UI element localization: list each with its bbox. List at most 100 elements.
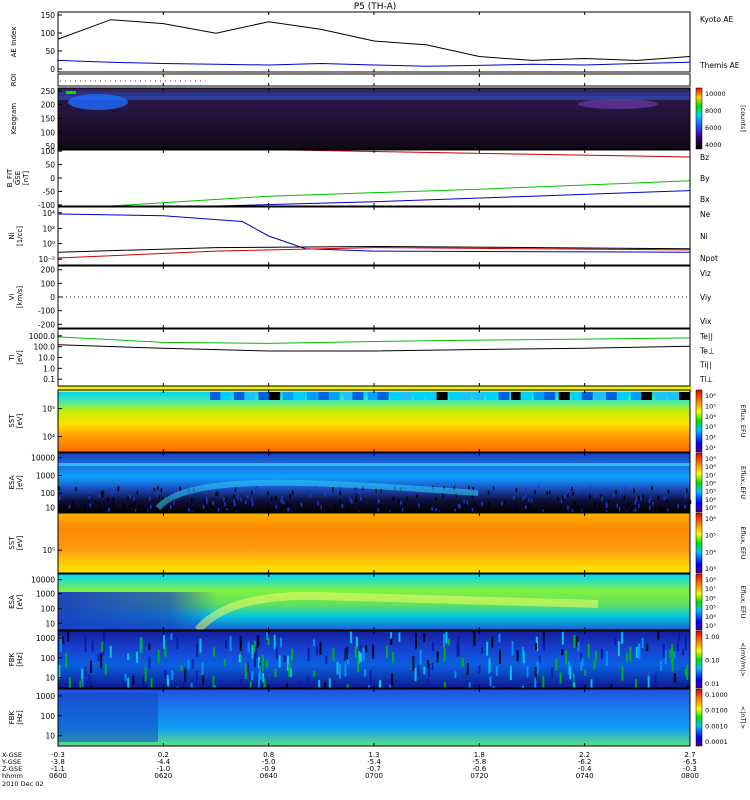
esa-electron-speckle (601, 496, 603, 501)
fbk-efield-streak (414, 632, 417, 649)
fbk-efield-streak (369, 670, 372, 683)
esa-electron-speckle (348, 505, 350, 510)
fbk-efield-streak (263, 678, 266, 688)
fbk-efield-streak (259, 665, 262, 680)
legend-label: Ti⊥ (699, 375, 713, 384)
fbk-efield-streak (621, 632, 624, 644)
y-axis-label: Ti (8, 354, 16, 361)
esa-electron-speckle (341, 487, 343, 492)
esa-electron-speckle (98, 502, 101, 507)
legend-label: By (700, 174, 710, 183)
y-tick-label: 10⁵ (42, 546, 55, 555)
sst-electron-cell (655, 392, 667, 400)
sst-electron-cell (498, 392, 510, 400)
fbk-efield-streak (332, 648, 335, 662)
sst-electron-cell (605, 392, 617, 400)
colorbar-tick-label: 10⁶ (705, 480, 716, 488)
esa-electron-speckle (291, 490, 294, 495)
esa-electron-speckle (474, 502, 476, 507)
fbk-efield-streak (443, 633, 446, 648)
series-line-bx (215, 190, 691, 207)
y-tick-label: 50 (45, 142, 55, 151)
sst-electron-top-band (58, 386, 692, 392)
esa-electron-speckle (75, 487, 77, 492)
y-tick-label: 200 (41, 266, 56, 275)
esa-electron-speckle (479, 508, 482, 513)
esa-electron-speckle (689, 499, 692, 504)
esa-electron-speckle (618, 507, 621, 512)
esa-electron-speckle (651, 486, 653, 491)
fbk-efield-streak (278, 655, 281, 668)
colorbar-tick-label: 10³ (705, 504, 716, 512)
fbk-efield-streak (255, 646, 258, 659)
fbk-efield-streak (443, 681, 446, 690)
fbk-efield-streak (258, 636, 261, 645)
fbk-efield-streak (58, 664, 61, 679)
esa-electron-speckle (657, 487, 659, 492)
fbk-efield-streak (275, 647, 278, 660)
colorbar-fbk2 (695, 688, 703, 747)
series-line-by (110, 180, 691, 207)
colorbar-tick-label: 6000 (705, 124, 722, 132)
fbk-efield-streak (521, 647, 524, 660)
esa-electron-speckle (286, 502, 289, 507)
esa-electron-speckle (256, 486, 258, 491)
fbk-efield-streak (426, 659, 429, 669)
fbk-efield-streak (176, 637, 179, 650)
esa-electron-speckle (652, 501, 654, 506)
esa-electron-speckle (156, 492, 159, 497)
fbk-efield-streak (170, 633, 173, 641)
fbk-efield-streak (535, 643, 538, 651)
esa-electron-speckle (68, 505, 71, 510)
esa-electron-speckle (657, 495, 660, 500)
keogram-blob (578, 99, 658, 109)
esa-electron-speckle (663, 496, 665, 501)
esa-electron-speckle (605, 502, 608, 507)
colorbar-tick-label: 0.0010 (705, 722, 728, 730)
x-axis-value: -1.0 (156, 765, 170, 773)
esa-electron-speckle (234, 502, 236, 507)
fbk-efield-streak (199, 638, 202, 653)
esa-electron-speckle (648, 499, 651, 504)
fbk-efield-streak (684, 668, 687, 676)
esa-electron-speckle (179, 486, 182, 491)
y-axis-label: GSE (14, 171, 22, 185)
esa-electron-speckle (117, 486, 120, 491)
y-tick-label: 10⁰ (42, 240, 55, 249)
colorbar-tick-label: 10² (705, 434, 716, 442)
fbk-efield-streak (124, 673, 127, 681)
fbk-efield-streak (443, 646, 446, 661)
colorbar-tick-label: 10⁹ (705, 455, 716, 463)
sst-electron-cell (209, 392, 221, 400)
esa-electron-speckle (232, 487, 234, 492)
fbk-efield-streak (542, 675, 545, 689)
esa-electron-speckle (157, 486, 159, 491)
esa-electron-speckle (190, 508, 192, 513)
fbk-efield-streak (414, 668, 417, 682)
esa-electron-speckle (488, 501, 490, 506)
y-tick-label: 10⁴ (42, 433, 55, 442)
esa-electron-speckle (421, 502, 423, 507)
fbk-efield-streak (629, 646, 632, 662)
y-axis-label: Vi (8, 294, 16, 301)
fbk-efield-streak (253, 640, 256, 654)
esa-electron-speckle (633, 488, 635, 493)
esa-electron-speckle (132, 503, 135, 508)
fbk-efield-streak (573, 634, 576, 648)
y-tick-label: 0 (50, 293, 55, 302)
y-axis-label: ROI (10, 74, 18, 86)
esa-electron-speckle (311, 504, 313, 509)
x-axis-value: -6.2 (578, 758, 592, 766)
esa-electron-speckle (603, 489, 606, 494)
x-axis-value: 0.8 (263, 751, 274, 759)
esa-electron-speckle (88, 489, 91, 494)
fbk-efield-streak (144, 667, 147, 682)
fbk-efield-streak (81, 668, 84, 680)
legend-label: Vix (700, 317, 712, 326)
esa-electron-speckle (109, 488, 112, 493)
sst-electron-cell (244, 392, 256, 400)
fbk-efield-streak (365, 645, 368, 653)
fbk-efield-streak (104, 664, 107, 675)
esa-electron-speckle (457, 503, 460, 508)
esa-electron-speckle (267, 491, 269, 496)
